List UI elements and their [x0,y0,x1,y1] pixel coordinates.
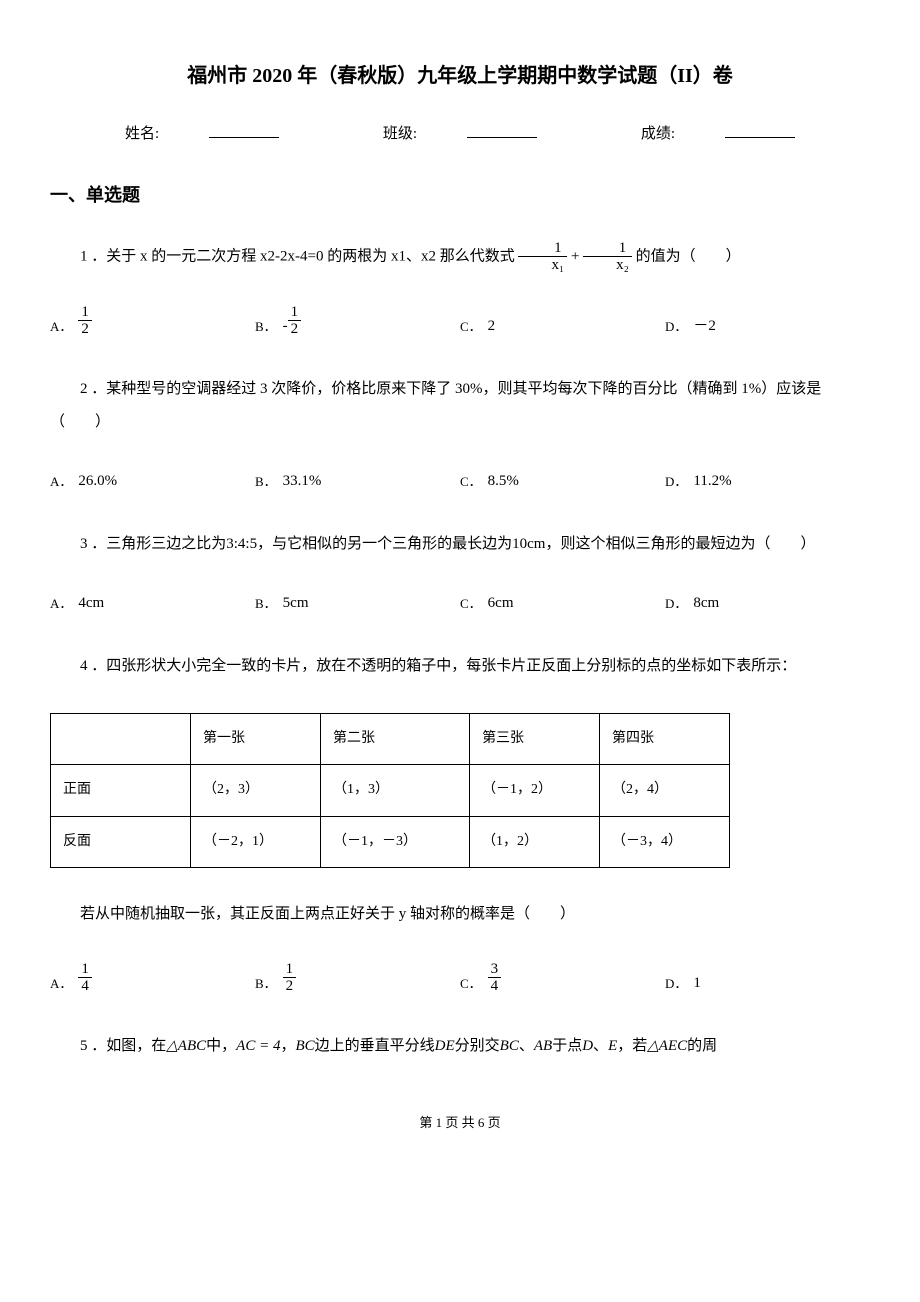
score-blank [725,123,795,138]
q1-option-b: B． - 12 [255,304,460,338]
q2-option-d: D． 11.2% [665,469,870,493]
q2-option-c: C． 8.5% [460,469,665,493]
q2-option-a: A． 26.0% [50,469,255,493]
q1-option-d: D． －2 [665,314,870,338]
table-row: 反面 （－2，1） （－1，－3） （1，2） （－3，4） [51,816,730,867]
q2-option-b: B． 33.1% [255,469,460,493]
q4-table: 第一张 第二张 第三张 第四张 正面 （2，3） （1，3） （－1，2） （2… [50,713,730,868]
q1-frac2: 1x₂ [583,240,632,274]
section-heading: 一、单选题 [50,181,870,210]
q4-option-d: D． 1 [665,971,870,995]
q3-option-a: A． 4cm [50,591,255,615]
name-label: 姓名: [125,126,159,142]
q3-option-b: B． 5cm [255,591,460,615]
page-title: 福州市 2020 年（春秋版）九年级上学期期中数学试题（II）卷 [50,60,870,92]
q2-options: A． 26.0% B． 33.1% C． 8.5% D． 11.2% [50,469,870,493]
question-2: 2 ．某种型号的空调器经过 3 次降价，价格比原来下降了 30%，则其平均每次下… [50,373,870,439]
q4-options: A． 14 B． 12 C． 34 D． 1 [50,961,870,995]
table-row: 第一张 第二张 第三张 第四张 [51,713,730,764]
q1-options: A． 12 B． - 12 C． 2 D． －2 [50,304,870,338]
q3-option-d: D． 8cm [665,591,870,615]
score-label: 成绩: [641,126,675,142]
q4-option-c: C． 34 [460,961,665,995]
q1-frac1: 1x₁ [518,240,567,274]
question-1: 1 ．关于 x 的一元二次方程 x2-2x-4=0 的两根为 x1、x2 那么代… [50,240,870,274]
question-4: 4 ．四张形状大小完全一致的卡片，放在不透明的箱子中，每张卡片正反面上分别标的点… [50,650,870,683]
name-blank [209,123,279,138]
question-4-part2: 若从中随机抽取一张，其正反面上两点正好关于 y 轴对称的概率是（ ） [50,898,870,931]
q1-option-c: C． 2 [460,314,665,338]
question-3: 3 ．三角形三边之比为3:4:5，与它相似的另一个三角形的最长边为10cm，则这… [50,528,870,561]
class-label: 班级: [383,126,417,142]
q4-option-b: B． 12 [255,961,460,995]
class-blank [467,123,537,138]
q3-option-c: C． 6cm [460,591,665,615]
q4-option-a: A． 14 [50,961,255,995]
info-row: 姓名: 班级: 成绩: [50,122,870,146]
page-footer: 第 1 页 共 6 页 [50,1113,870,1134]
q1-option-a: A． 12 [50,304,255,338]
question-5: 5 ．如图，在△ABC中，AC = 4，BC边上的垂直平分线DE分别交BC、AB… [50,1030,870,1063]
q3-options: A． 4cm B． 5cm C． 6cm D． 8cm [50,591,870,615]
table-row: 正面 （2，3） （1，3） （－1，2） （2，4） [51,765,730,816]
